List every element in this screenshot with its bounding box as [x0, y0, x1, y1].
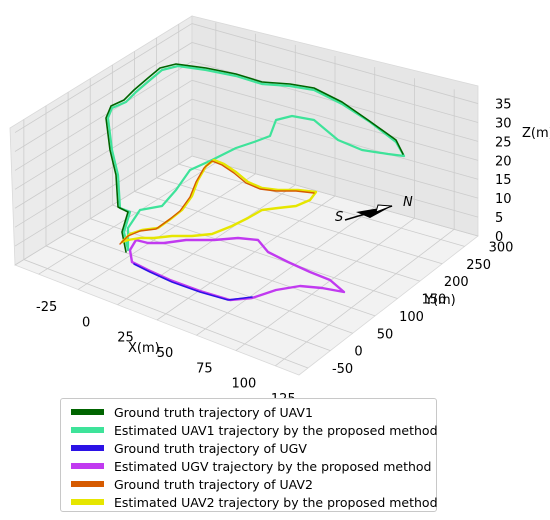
legend-item-6: Estimated UAV2 trajectory by the propose…: [71, 493, 438, 511]
legend-label-6: Estimated UAV2 trajectory by the propose…: [114, 494, 438, 510]
series-uav1-ground-truth: [105, 63, 404, 253]
legend-swatch-2: [71, 427, 104, 433]
y-tick-4: 150: [421, 293, 446, 308]
legend-item-2: Estimated UAV1 trajectory by the propose…: [71, 421, 438, 439]
compass-north-label: N: [403, 195, 413, 210]
x-tick-1: 0: [82, 315, 90, 330]
grid-z-1: [14, 136, 479, 247]
x-tick-4: 75: [196, 361, 213, 376]
z-tick-5: 25: [495, 135, 512, 150]
legend: Ground truth trajectory of UAV1 Estimate…: [60, 398, 438, 512]
legend-swatch-5: [71, 481, 104, 487]
y-tick-1: 0: [354, 345, 362, 360]
z-axis-label: Z(m): [522, 126, 550, 141]
x-tick-2: 25: [117, 331, 134, 346]
series-ugv-ground-truth: [133, 263, 253, 301]
legend-item-1: Ground truth trajectory of UAV1: [71, 403, 313, 421]
z-tick-2: 10: [495, 192, 512, 207]
legend-label-4: Estimated UGV trajectory by the proposed…: [114, 458, 432, 474]
grid-z-6: [14, 42, 479, 152]
legend-label-1: Ground truth trajectory of UAV1: [114, 404, 313, 420]
y-tick-7: 300: [489, 240, 514, 255]
grid-z-7: [14, 23, 479, 133]
z-tick-7: 35: [495, 98, 512, 113]
grid-z-5: [14, 60, 479, 171]
y-tick-5: 200: [444, 275, 469, 290]
y-axis-label: Y(m): [424, 293, 456, 308]
y-tick-3: 100: [399, 310, 424, 325]
compass-south-label: S: [335, 210, 343, 225]
legend-item-4: Estimated UGV trajectory by the proposed…: [71, 457, 431, 475]
legend-label-5: Ground truth trajectory of UAV2: [114, 476, 313, 492]
trajectories: [105, 63, 406, 302]
y-tick-0: -50: [332, 362, 353, 377]
x-axis-label: X(m): [128, 341, 160, 356]
legend-swatch-6: [71, 499, 104, 505]
z-tick-6: 30: [495, 116, 512, 131]
compass: S N: [335, 195, 413, 225]
legend-label-3: Ground truth trajectory of UGV: [114, 440, 307, 456]
legend-item-5: Ground truth trajectory of UAV2: [71, 475, 313, 493]
series-uav1-estimated: [106, 64, 406, 252]
x-tick-5: 100: [231, 377, 256, 392]
tick-labels: -250255075100125-50050100150200250300051…: [36, 98, 513, 407]
grid-z-2: [14, 117, 479, 228]
z-tick-3: 15: [495, 173, 512, 188]
legend-swatch-3: [71, 445, 104, 451]
y-tick-2: 50: [377, 327, 394, 342]
legend-swatch-4: [71, 463, 104, 469]
grid-lines: [14, 22, 479, 369]
z-tick-1: 5: [495, 211, 503, 226]
legend-label-2: Estimated UAV1 trajectory by the propose…: [114, 422, 438, 438]
legend-swatch-1: [71, 409, 104, 415]
legend-item-3: Ground truth trajectory of UGV: [71, 439, 307, 457]
z-tick-0: 0: [495, 230, 503, 245]
series-uav2-ground-truth: [119, 160, 315, 245]
x-tick-0: -25: [36, 300, 57, 315]
grid-z-4: [14, 79, 479, 190]
z-tick-4: 20: [495, 154, 512, 169]
y-tick-6: 250: [466, 258, 491, 273]
x-tick-3: 50: [157, 346, 174, 361]
